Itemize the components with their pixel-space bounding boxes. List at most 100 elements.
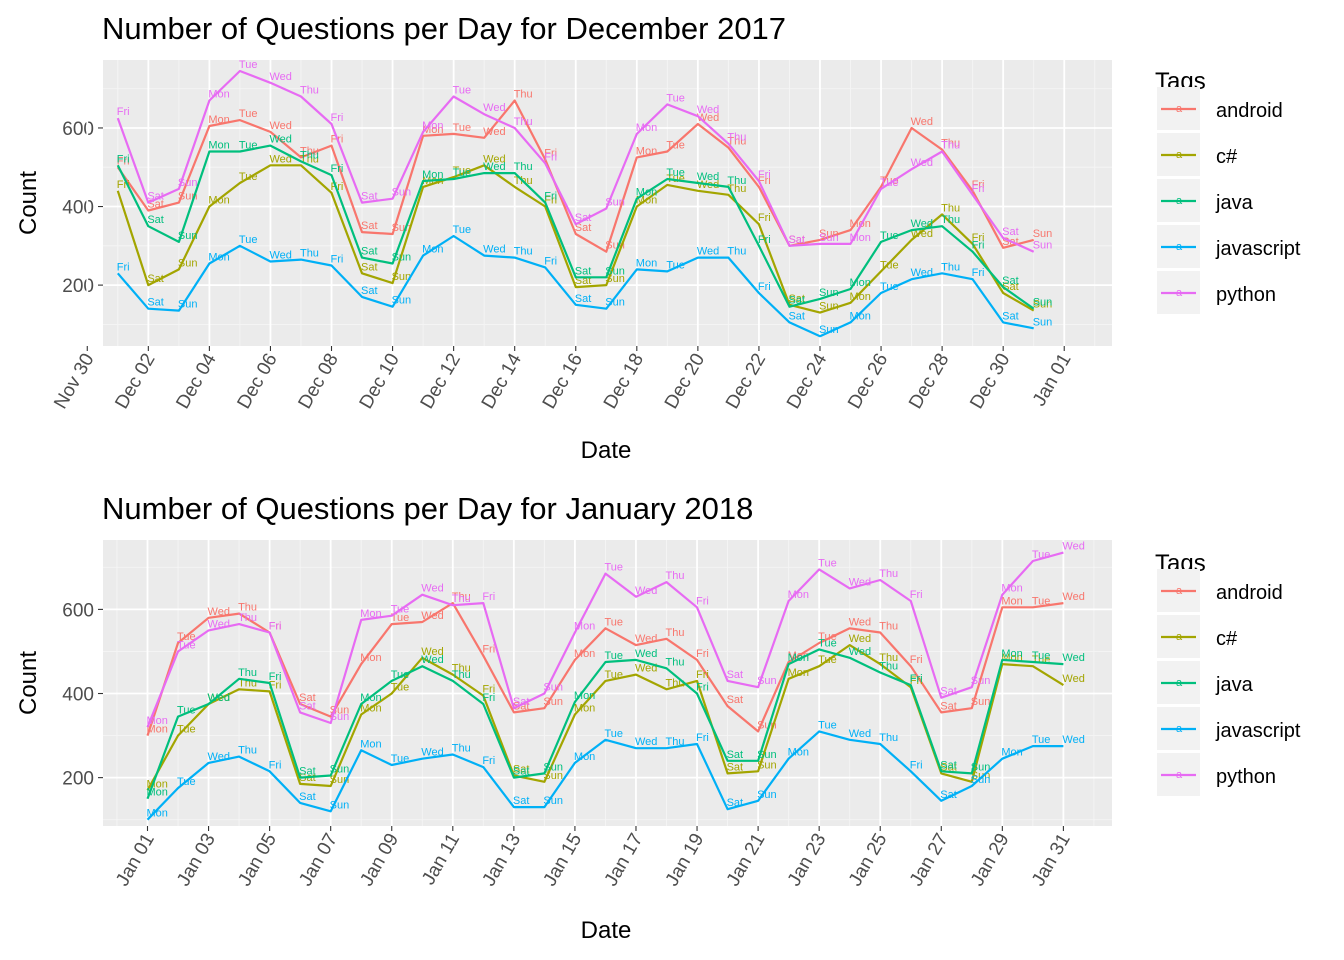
point-label-android: Tue [880, 175, 899, 187]
point-label-c#: Mon [360, 703, 381, 715]
x-tick-label: Dec 22 [722, 350, 770, 413]
point-label-java: Tue [177, 705, 196, 717]
point-label-javascript: Tue [391, 753, 410, 765]
point-label-java: Mon [147, 787, 168, 799]
x-tick-label: Jan 05 [234, 830, 281, 890]
point-label-python: Sat [575, 212, 592, 224]
point-label-python: Sat [940, 686, 957, 698]
panel-december-2017: Number of Questions per Day for December… [15, 11, 1301, 464]
point-label-python: Tue [604, 562, 623, 574]
point-label-c#: Sun [605, 273, 625, 285]
point-label-java: Tue [604, 650, 623, 662]
point-label-python: Sun [819, 232, 839, 244]
point-label-python: Mon [1001, 583, 1022, 595]
point-label-javascript: Wed [911, 267, 933, 279]
point-label-java: Mon [208, 140, 229, 152]
point-label-android: Thu [300, 145, 319, 157]
series-line-python [116, 69, 1035, 253]
point-label-java: Sun [1033, 297, 1053, 309]
point-label-android: Mon [360, 652, 381, 664]
point-label-android: Tue [666, 140, 685, 152]
point-label-java: Sat [1002, 275, 1019, 287]
point-label-python: Wed [849, 576, 871, 588]
point-label-javascript: Fri [910, 759, 923, 771]
point-label-android: Thu [452, 591, 471, 603]
x-tick-label: Dec 30 [966, 350, 1014, 413]
point-label-javascript: Tue [239, 234, 258, 246]
legend-key-glyph: a [1176, 103, 1183, 115]
point-label-c#: Sat [788, 293, 805, 305]
point-label-java: Fri [972, 240, 985, 252]
point-label-python: Sat [513, 696, 530, 708]
series-line-javascript [146, 730, 1064, 821]
point-label-javascript: Mon [147, 808, 168, 820]
point-label-c#: Thu [879, 652, 898, 664]
point-label-java: Sat [727, 749, 744, 761]
point-label-android: Thu [879, 621, 898, 633]
legend-label-python: python [1216, 766, 1276, 788]
point-label-python: Wed [421, 583, 443, 595]
point-label-c#: Tue [177, 724, 196, 736]
point-label-python: Sun [1033, 240, 1053, 252]
point-label-java: Wed [1062, 652, 1084, 664]
legend-label-java: java [1215, 192, 1254, 214]
point-label-java: Mon [422, 169, 443, 181]
point-label-python: Mon [850, 232, 871, 244]
plot-area: 200 400 600 Jan 01 Jan 03 Jan 05 Jan 07 Jan 09 J… [62, 540, 1112, 890]
x-tick-label: Jan 31 [1028, 830, 1075, 890]
x-tick-label: Dec 28 [905, 350, 953, 413]
point-label-java: Tue [453, 167, 472, 179]
point-label-java: Fri [269, 671, 282, 683]
point-label-python: Tue [453, 85, 472, 97]
point-label-android: Mon [208, 114, 229, 126]
point-label-java: Sun [543, 761, 563, 773]
point-label-java: Wed [421, 654, 443, 666]
point-label-c#: Wed [911, 228, 933, 240]
point-label-java: Sun [392, 252, 412, 264]
x-tick-label: Jan 23 [784, 830, 831, 890]
point-label-python: Wed [697, 104, 719, 116]
point-label-javascript: Mon [788, 747, 809, 759]
y-tick-label: 600 [62, 119, 94, 140]
legend: a android a c# a java a javascript a python [1157, 87, 1301, 314]
point-label-java: Sat [788, 295, 805, 307]
point-label-android: Sat [940, 700, 957, 712]
x-tick-label: Dec 16 [539, 350, 587, 413]
x-tick-label: Jan 21 [723, 830, 770, 890]
point-label-python: Wed [911, 157, 933, 169]
point-label-java: Sat [575, 265, 592, 277]
point-label-python: Thu [238, 612, 257, 624]
point-label-c#: Mon [636, 195, 657, 207]
point-label-c#: Wed [269, 153, 291, 165]
legend-key-glyph: a [1176, 677, 1183, 689]
point-label-python: Sun [971, 675, 991, 687]
point-label-java: Wed [208, 692, 230, 704]
point-label-android: Mon [574, 648, 595, 660]
series-line-java [116, 144, 1035, 310]
point-label-c#: Sun [178, 257, 198, 269]
point-label-javascript: Tue [880, 281, 899, 293]
point-label-android: Sat [575, 222, 592, 234]
point-label-python: Sun [392, 187, 412, 199]
legend-key-glyph: a [1176, 631, 1183, 643]
point-label-java: Mon [360, 692, 381, 704]
point-label-android: Fri [696, 648, 709, 660]
point-label-java: Thu [727, 175, 746, 187]
point-label-android: Sat [788, 234, 805, 246]
point-label-python: Tue [239, 59, 258, 71]
point-label-android: Wed [421, 610, 443, 622]
x-tick-label: Jan 17 [601, 830, 648, 890]
point-label-java: Thu [514, 161, 533, 173]
point-label-java: Sun [330, 764, 350, 776]
point-label-javascript: Fri [758, 281, 771, 293]
point-label-java: Sat [299, 766, 316, 778]
point-label-python: Sun [330, 711, 350, 723]
point-label-java: Fri [544, 191, 557, 203]
series-line-java [146, 648, 1064, 800]
legend-label-c#: c# [1216, 628, 1238, 650]
point-label-python: Sun [757, 675, 777, 687]
y-tick-label: 400 [62, 685, 94, 706]
point-label-javascript: Wed [208, 751, 230, 763]
point-label-java: Thu [879, 660, 898, 672]
y-tick-label: 400 [62, 198, 94, 219]
